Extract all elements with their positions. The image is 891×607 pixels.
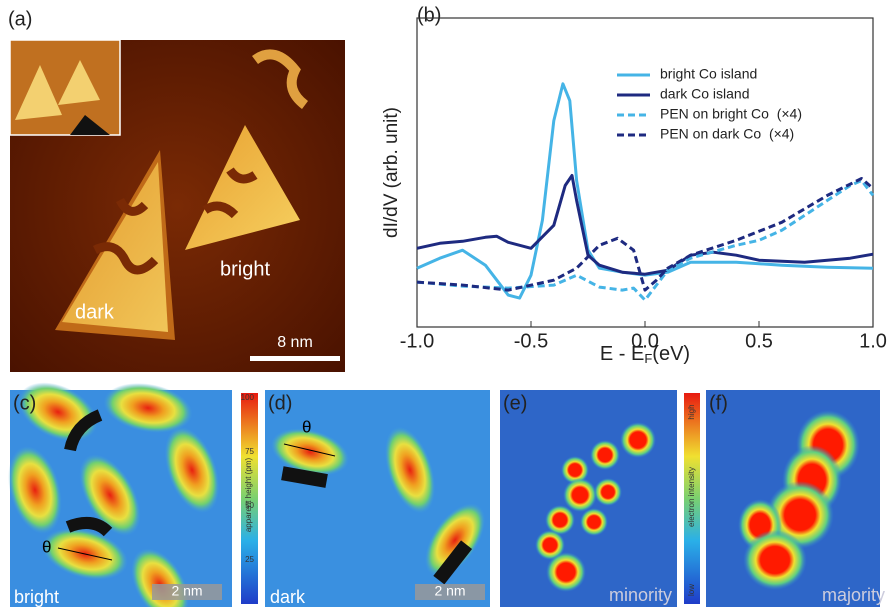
image-name: dark (270, 587, 306, 607)
legend-label: bright Co island (660, 66, 757, 82)
scale-label: 2 nm (434, 583, 465, 599)
colorbar-tick: 50 (245, 501, 254, 510)
scale-label: 2 nm (171, 583, 202, 599)
legend-label: PEN on bright Co (×4) (660, 106, 802, 122)
stm-image (265, 390, 490, 607)
image-name: bright (14, 587, 59, 607)
scale-bar (250, 356, 340, 361)
inset (10, 40, 120, 135)
panel-d: θ 2 nm dark (d) (265, 390, 497, 607)
panel-f: majority (f) (706, 390, 885, 607)
legend-label: PEN on dark Co (×4) (660, 126, 794, 142)
x-axis-label-part: E - E (600, 343, 644, 365)
panel-label: (e) (503, 392, 527, 414)
theta: θ (42, 537, 51, 556)
x-axis-label-part: (eV) (652, 343, 690, 365)
annotation: dark (75, 301, 115, 323)
panel-label: (c) (13, 392, 36, 414)
series-line (417, 181, 873, 301)
image-name: majority (822, 585, 885, 605)
x-tick-label: 1.0 (859, 330, 887, 352)
panel-a: 8 nm dark bright (a) (8, 8, 345, 372)
panel-e: minority (e) electron intensity high low (500, 390, 700, 607)
colorbar-tick: 100 (241, 393, 255, 402)
colorbar-low: low (687, 584, 696, 596)
colorbar-high: high (687, 404, 696, 419)
panel-c: θ 2 nm bright (c) apparent height (pm) 1… (0, 371, 258, 607)
colorbar-title: electron intensity (687, 467, 696, 527)
x-tick-label: -0.5 (514, 330, 548, 352)
colorbar-title: apparent height (pm) (244, 458, 253, 533)
colorbar-tick: 75 (245, 447, 254, 456)
panel-label: (b) (417, 4, 441, 26)
x-axis-label-part: F (644, 351, 652, 366)
panel-label: (d) (268, 392, 292, 414)
x-tick-label: 0.5 (745, 330, 773, 352)
annotation: bright (220, 258, 270, 280)
scale-label: 8 nm (277, 334, 313, 351)
figure: 8 nm dark bright (a) (b) -1.0-0.50.00.51… (0, 0, 891, 607)
image-name: minority (609, 585, 672, 605)
legend-label: dark Co island (660, 86, 750, 102)
series-line (417, 176, 873, 275)
y-axis-label: dI/dV (arb. unit) (381, 107, 402, 238)
plot-frame (417, 18, 873, 327)
panel-label: (a) (8, 8, 32, 30)
colorbar-tick: 25 (245, 555, 254, 564)
theta: θ (302, 417, 311, 436)
x-tick-label: -1.0 (400, 330, 434, 352)
panel-label: (f) (709, 392, 728, 414)
